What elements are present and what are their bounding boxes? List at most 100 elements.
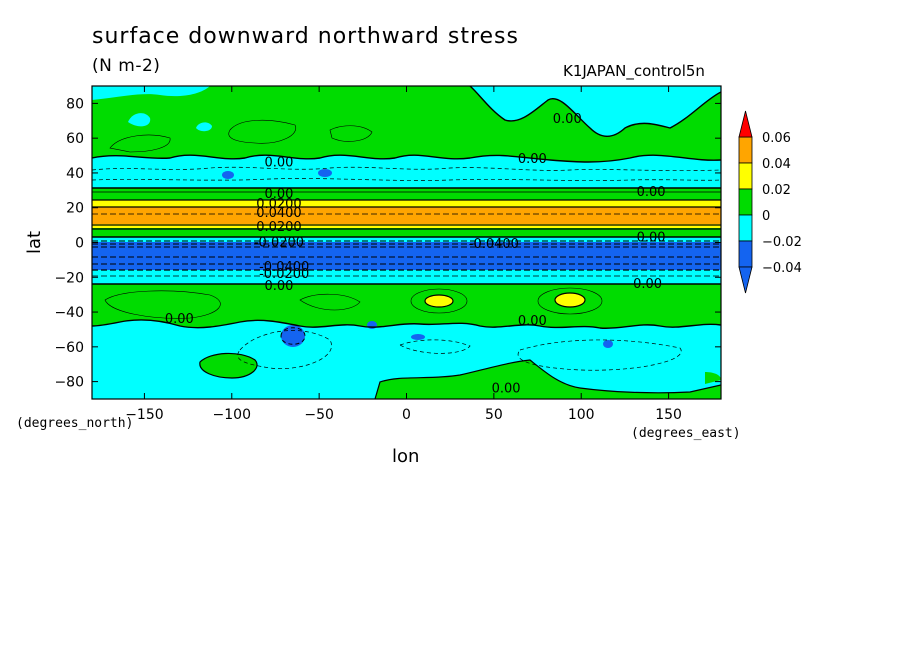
- colorbar-label: −0.04: [762, 261, 802, 276]
- yellow-cell-south-1: [425, 295, 453, 307]
- band-north-green: [92, 86, 721, 162]
- colorbar-box: [738, 188, 753, 216]
- cyan-pocket-northwest: [92, 86, 210, 100]
- contour-zero-south: [92, 319, 721, 330]
- blue-cell-south-1: [281, 325, 305, 347]
- y-tick-label: 20: [66, 201, 84, 217]
- green-patch-south-2: [375, 360, 721, 399]
- band-blue-south-tropics: [92, 242, 721, 270]
- band-yellow-20n: [92, 200, 721, 209]
- blue-cell-south-4: [603, 340, 613, 348]
- contour-thin-north-3: [109, 134, 171, 153]
- contour-dashed-north-1: [92, 166, 721, 171]
- contour-label: 0.0200: [256, 197, 302, 212]
- y-tick-label: −80: [54, 375, 84, 391]
- colorbar-label: 0.02: [762, 183, 791, 198]
- band-cyan-equator: [92, 237, 721, 242]
- contour-dashed-south-3: [399, 339, 471, 354]
- contour-label: -0.0200: [254, 236, 304, 251]
- x-tick-label: 0: [402, 407, 411, 423]
- contour-thin-north-2: [329, 125, 373, 142]
- contour-label: 0.00: [264, 187, 293, 202]
- contour-thin-north: [228, 119, 297, 144]
- y-axis-units: (degrees_north): [16, 416, 134, 431]
- green-patch-south-3: [705, 372, 721, 384]
- contour-label: 0.0200: [256, 220, 302, 235]
- contour-label: 0.00: [637, 185, 666, 200]
- y-tick-label: −40: [54, 305, 84, 321]
- contour-label: 0.00: [492, 382, 521, 397]
- contour-thin-south-2: [299, 293, 361, 311]
- contour-yellow-cell-1: [424, 294, 454, 308]
- band-yellow-8n: [92, 224, 721, 228]
- x-axis: −150 −100 −50 0 50 100 150: [125, 86, 682, 423]
- colorbar-label: 0.06: [762, 131, 791, 146]
- contour-label: 0.00: [518, 314, 547, 329]
- filled-contours: [92, 86, 721, 399]
- x-axis-units: (degrees_east): [631, 426, 741, 441]
- contour-dashed-north-2: [92, 178, 721, 181]
- blue-cell-north-1: [222, 171, 234, 179]
- chart-units: (N m-2): [92, 56, 161, 76]
- band-orange-15n: [92, 207, 721, 225]
- contour-yellow-cell-2: [554, 292, 586, 308]
- x-tick-label: 50: [485, 407, 503, 423]
- chart-title: surface downward northward stress: [92, 24, 519, 49]
- colorbar-box: [738, 136, 753, 164]
- band-cyan-20s: [92, 270, 721, 284]
- blue-cell-south-2: [367, 321, 377, 329]
- contour-around-yellow-2: [537, 287, 603, 315]
- run-name: K1JAPAN_control5n: [563, 62, 705, 80]
- colorbar-box: [738, 162, 753, 190]
- contour-zero-northeast: [469, 86, 721, 137]
- contour-label: 0.00: [518, 152, 547, 167]
- contour-label: 0.0400: [256, 206, 302, 221]
- colorbar-arrow-top: [738, 110, 753, 138]
- green-patch-south-1: [199, 353, 258, 378]
- contour-label: 0.00: [633, 277, 662, 292]
- x-tick-label: 100: [568, 407, 595, 423]
- contour-label: 0.00: [264, 156, 293, 171]
- contour-dashed-south-1: [237, 330, 332, 370]
- y-tick-label: −20: [54, 270, 84, 286]
- x-tick-label: −50: [304, 407, 334, 423]
- cyan-pocket-north-1: [128, 113, 151, 127]
- y-axis: 80 60 40 20 0 −20 −40 −60 −80: [54, 96, 721, 391]
- cyan-pocket-north-2: [196, 122, 212, 132]
- contour-dashed-south-2: [517, 339, 682, 371]
- x-tick-label: 150: [655, 407, 682, 423]
- y-tick-label: 60: [66, 131, 84, 147]
- colorbar-label: 0.04: [762, 157, 791, 172]
- colorbar-box: [738, 214, 753, 242]
- y-axis-title: lat: [24, 230, 45, 254]
- y-tick-label: 0: [75, 236, 84, 252]
- contour-thin-south-1: [104, 290, 221, 319]
- y-tick-label: 40: [66, 166, 84, 182]
- colorbar-arrow-bottom: [738, 266, 753, 294]
- x-tick-label: −150: [125, 407, 163, 423]
- contour-around-yellow-1: [410, 288, 468, 314]
- contour-zero-north: [92, 154, 721, 163]
- blue-cell-south-3: [411, 334, 425, 340]
- contour-green-patch-1: [199, 352, 258, 379]
- x-tick-label: −100: [213, 407, 251, 423]
- contour-labels: 0.00 0.000.000.000.02000.04000.0200-0.020…: [165, 112, 666, 397]
- contour-label: -0.0400: [259, 260, 309, 275]
- contour-label: -0.0400: [469, 237, 519, 252]
- colorbar: 0.06 0.04 0.02 0 −0.02 −0.04: [738, 110, 802, 294]
- contour-green-patch-2: [374, 359, 721, 399]
- contour-label: 0.00: [637, 230, 666, 245]
- x-axis-title: lon: [392, 446, 420, 467]
- contour-label: 0.00: [553, 112, 582, 127]
- blue-cell-north-2: [318, 169, 332, 177]
- band-green-5n: [92, 228, 721, 237]
- colorbar-label: −0.02: [762, 235, 802, 250]
- contour-lines: [92, 86, 721, 399]
- contour-label: 0.00: [264, 279, 293, 294]
- contour-blue-cell-1: [280, 327, 306, 345]
- cyan-region-northeast: [470, 86, 721, 137]
- colorbar-box: [738, 240, 753, 268]
- contour-label: -0.0200: [259, 267, 309, 282]
- y-tick-label: 80: [66, 96, 84, 112]
